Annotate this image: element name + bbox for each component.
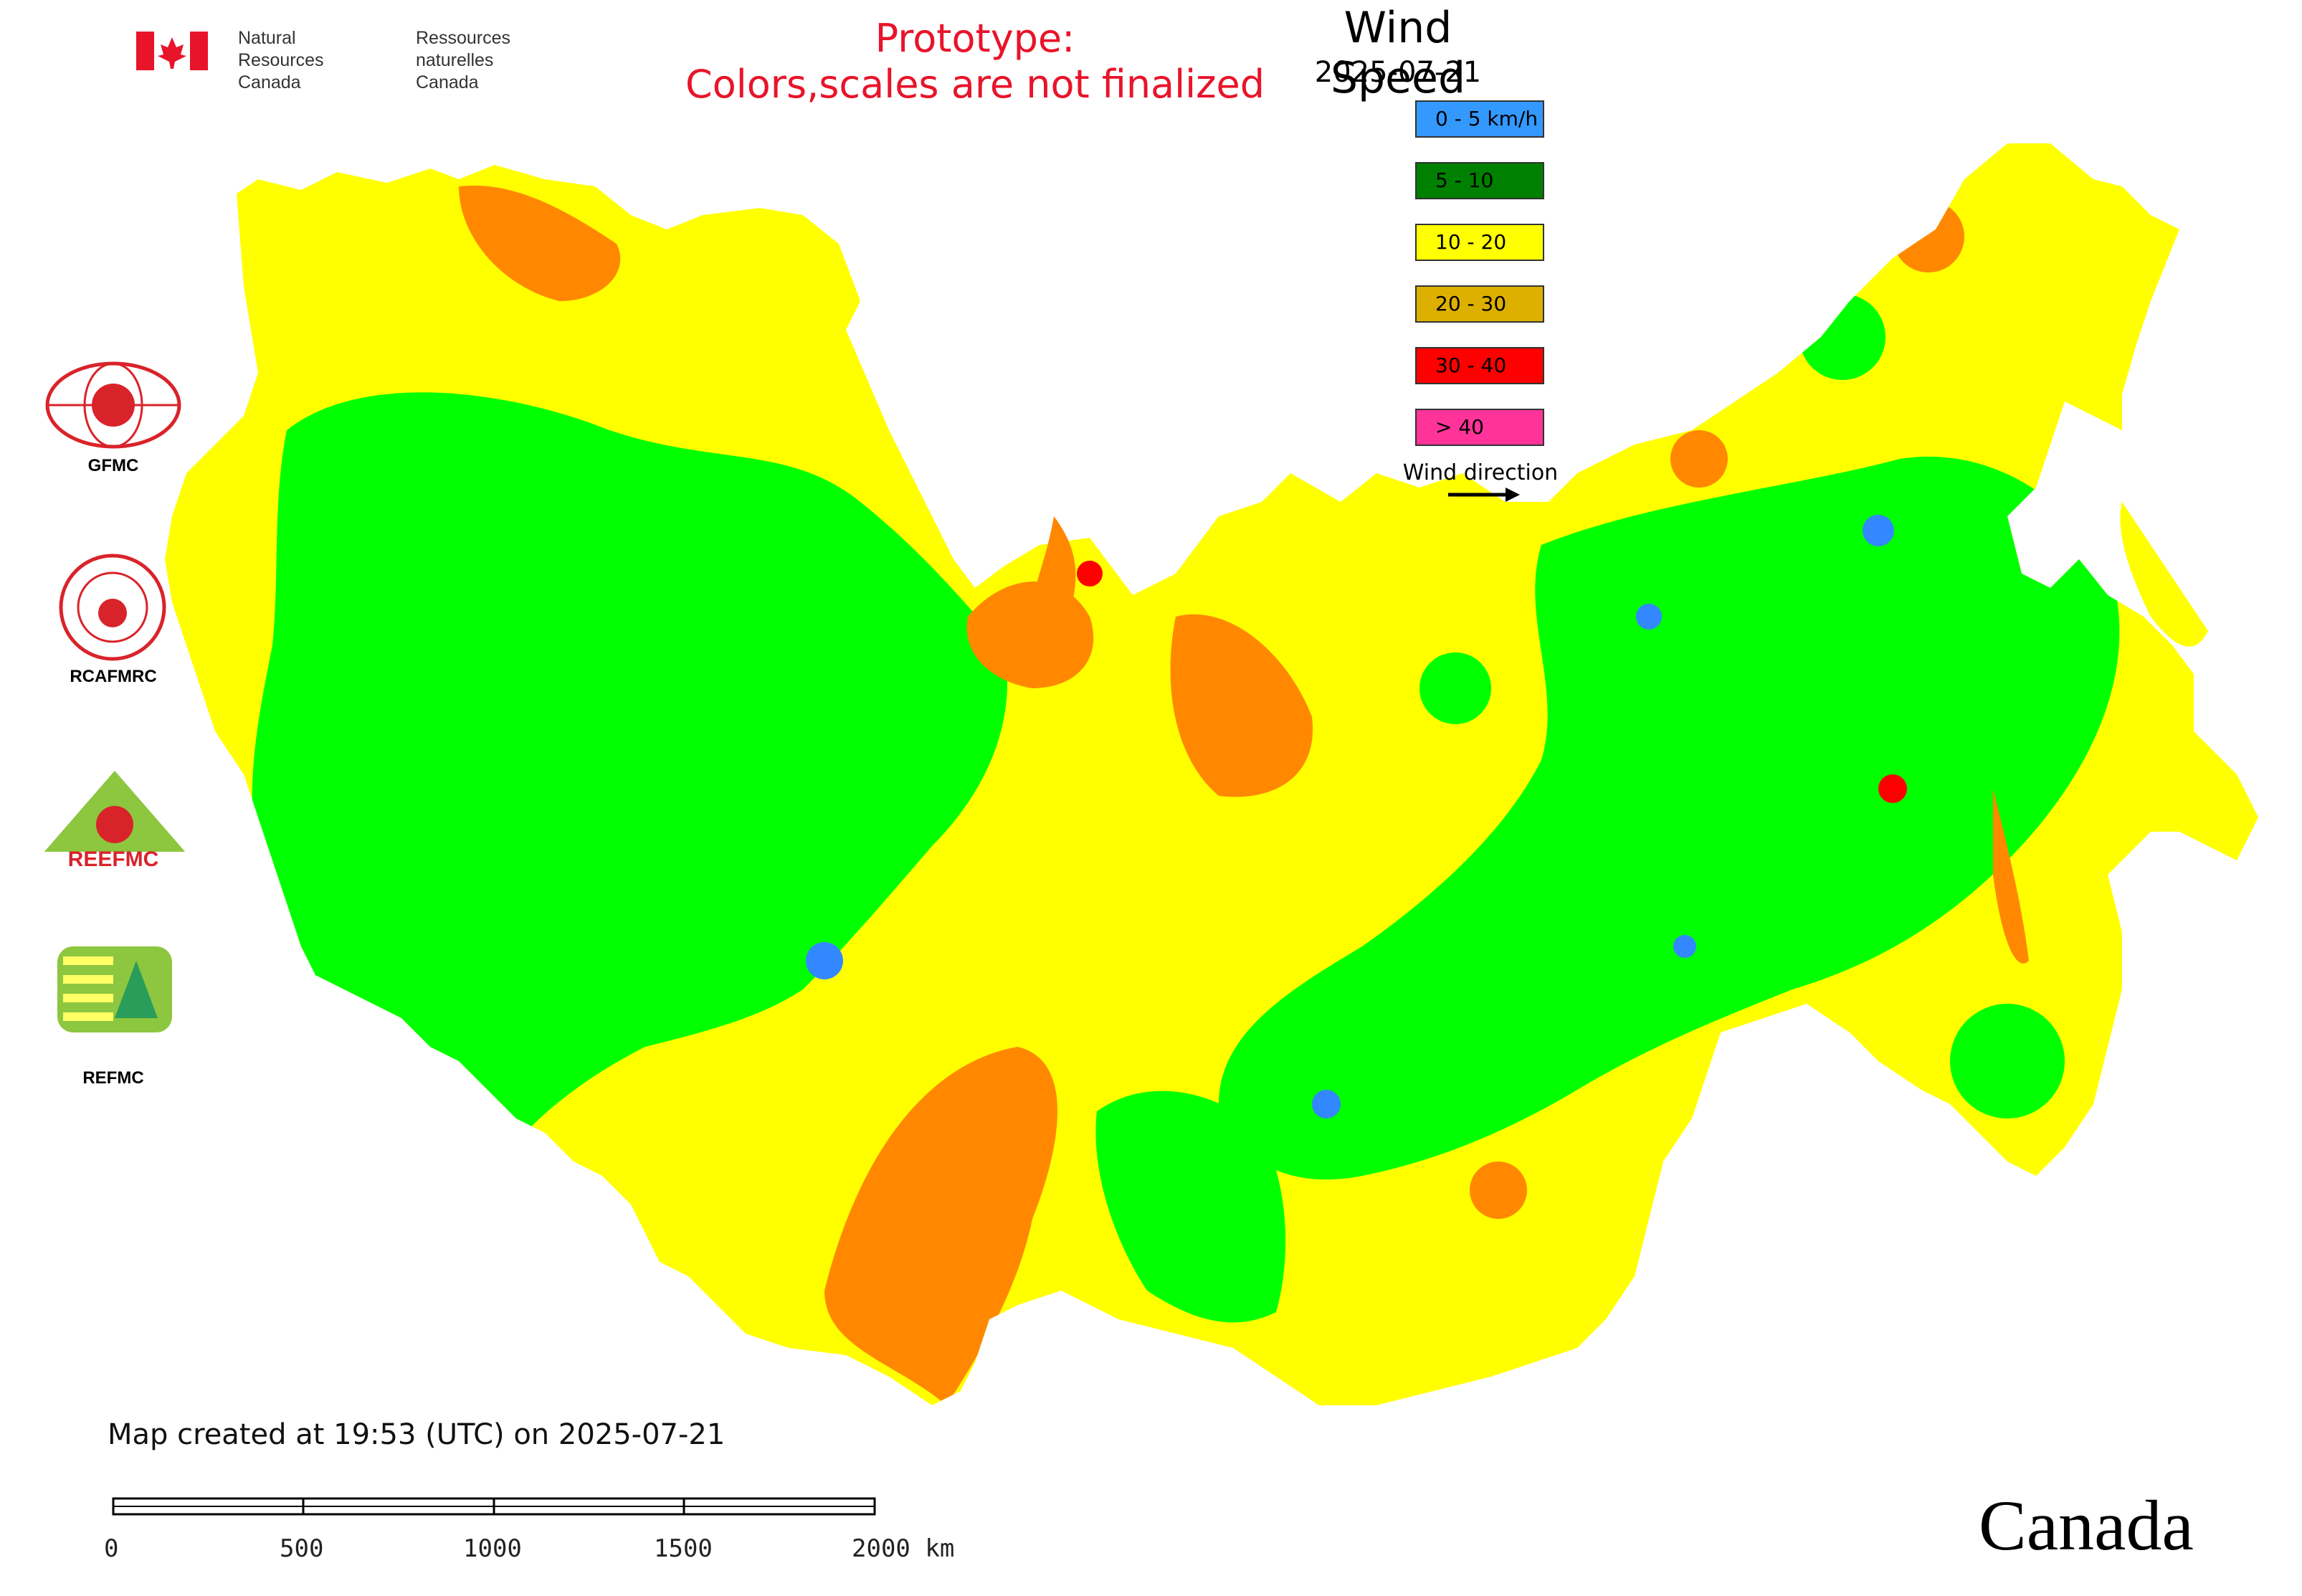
calm-spot [806, 942, 843, 979]
scale-label: 1500 [654, 1534, 713, 1563]
light-wind-spot [1419, 652, 1491, 724]
reefmc-label: REEFMC [67, 847, 159, 871]
scale-label: 1000 [463, 1534, 522, 1563]
legend-item: 0 - 5 km/h [1415, 100, 1544, 138]
reefmc-logo-icon [39, 771, 190, 868]
strong-wind-spot [1670, 430, 1728, 488]
very-strong-wind-spot [1878, 774, 1907, 803]
wind-direction-arrow [1448, 488, 1520, 502]
sakhalin [1993, 789, 2029, 964]
gfmc-label: GFMC [87, 456, 139, 475]
legend-item: 20 - 30 [1415, 285, 1544, 323]
strong-wind-zone-kola [459, 185, 621, 301]
strong-wind-zone-arctic [1170, 614, 1313, 797]
scale-label: 0 [104, 1534, 119, 1563]
light-wind-zone-south [1095, 1091, 1286, 1323]
refmc-logo-icon [57, 946, 172, 1032]
light-wind-spot [1950, 1004, 2065, 1118]
novaya-zemlya [1025, 516, 1076, 647]
gov-name-fr: Ressources naturelles Canada [416, 28, 510, 92]
legend-item: 30 - 40 [1415, 347, 1544, 384]
map-created-timestamp: Map created at 19:53 (UTC) on 2025-07-21 [108, 1418, 726, 1451]
very-strong-wind-spot [1077, 561, 1103, 586]
strong-wind-spot [1470, 1162, 1527, 1219]
prototype-notice: Prototype: Colors,scales are not finaliz… [685, 16, 1265, 107]
strong-wind-zone-kazakhstan [824, 1047, 1057, 1405]
strong-wind-spot [1893, 201, 1964, 272]
kamchatka [2120, 502, 2208, 647]
legend-date: 2025-07-21 [1314, 56, 1482, 89]
gov-name-en: Natural Resources Canada [238, 28, 324, 92]
gfmc-logo-icon [45, 361, 181, 449]
legend-item: > 40 [1415, 409, 1544, 446]
canada-flag-icon [136, 32, 208, 70]
calm-spot [1312, 1090, 1341, 1118]
rcafmrc-label: RCAFMRC [70, 667, 157, 686]
calm-spot [1636, 604, 1662, 630]
canada-wordmark: Canada [1979, 1486, 2194, 1565]
legend-item: 10 - 20 [1415, 224, 1544, 261]
scale-bar [112, 1497, 876, 1516]
light-wind-spot [1799, 294, 1885, 380]
scale-label: 500 [280, 1534, 324, 1563]
legend-title: Wind Speed [1330, 3, 1466, 103]
legend-item: 5 - 10 [1415, 162, 1544, 199]
rcafmrc-logo-icon [59, 554, 166, 661]
calm-spot [1863, 515, 1894, 546]
refmc-label: REFMC [82, 1068, 144, 1088]
light-wind-zone-east [1219, 456, 2120, 1180]
calm-spot [1673, 935, 1696, 958]
scale-label: 2000 km [852, 1534, 955, 1563]
wind-direction-label: Wind direction [1402, 460, 1559, 485]
